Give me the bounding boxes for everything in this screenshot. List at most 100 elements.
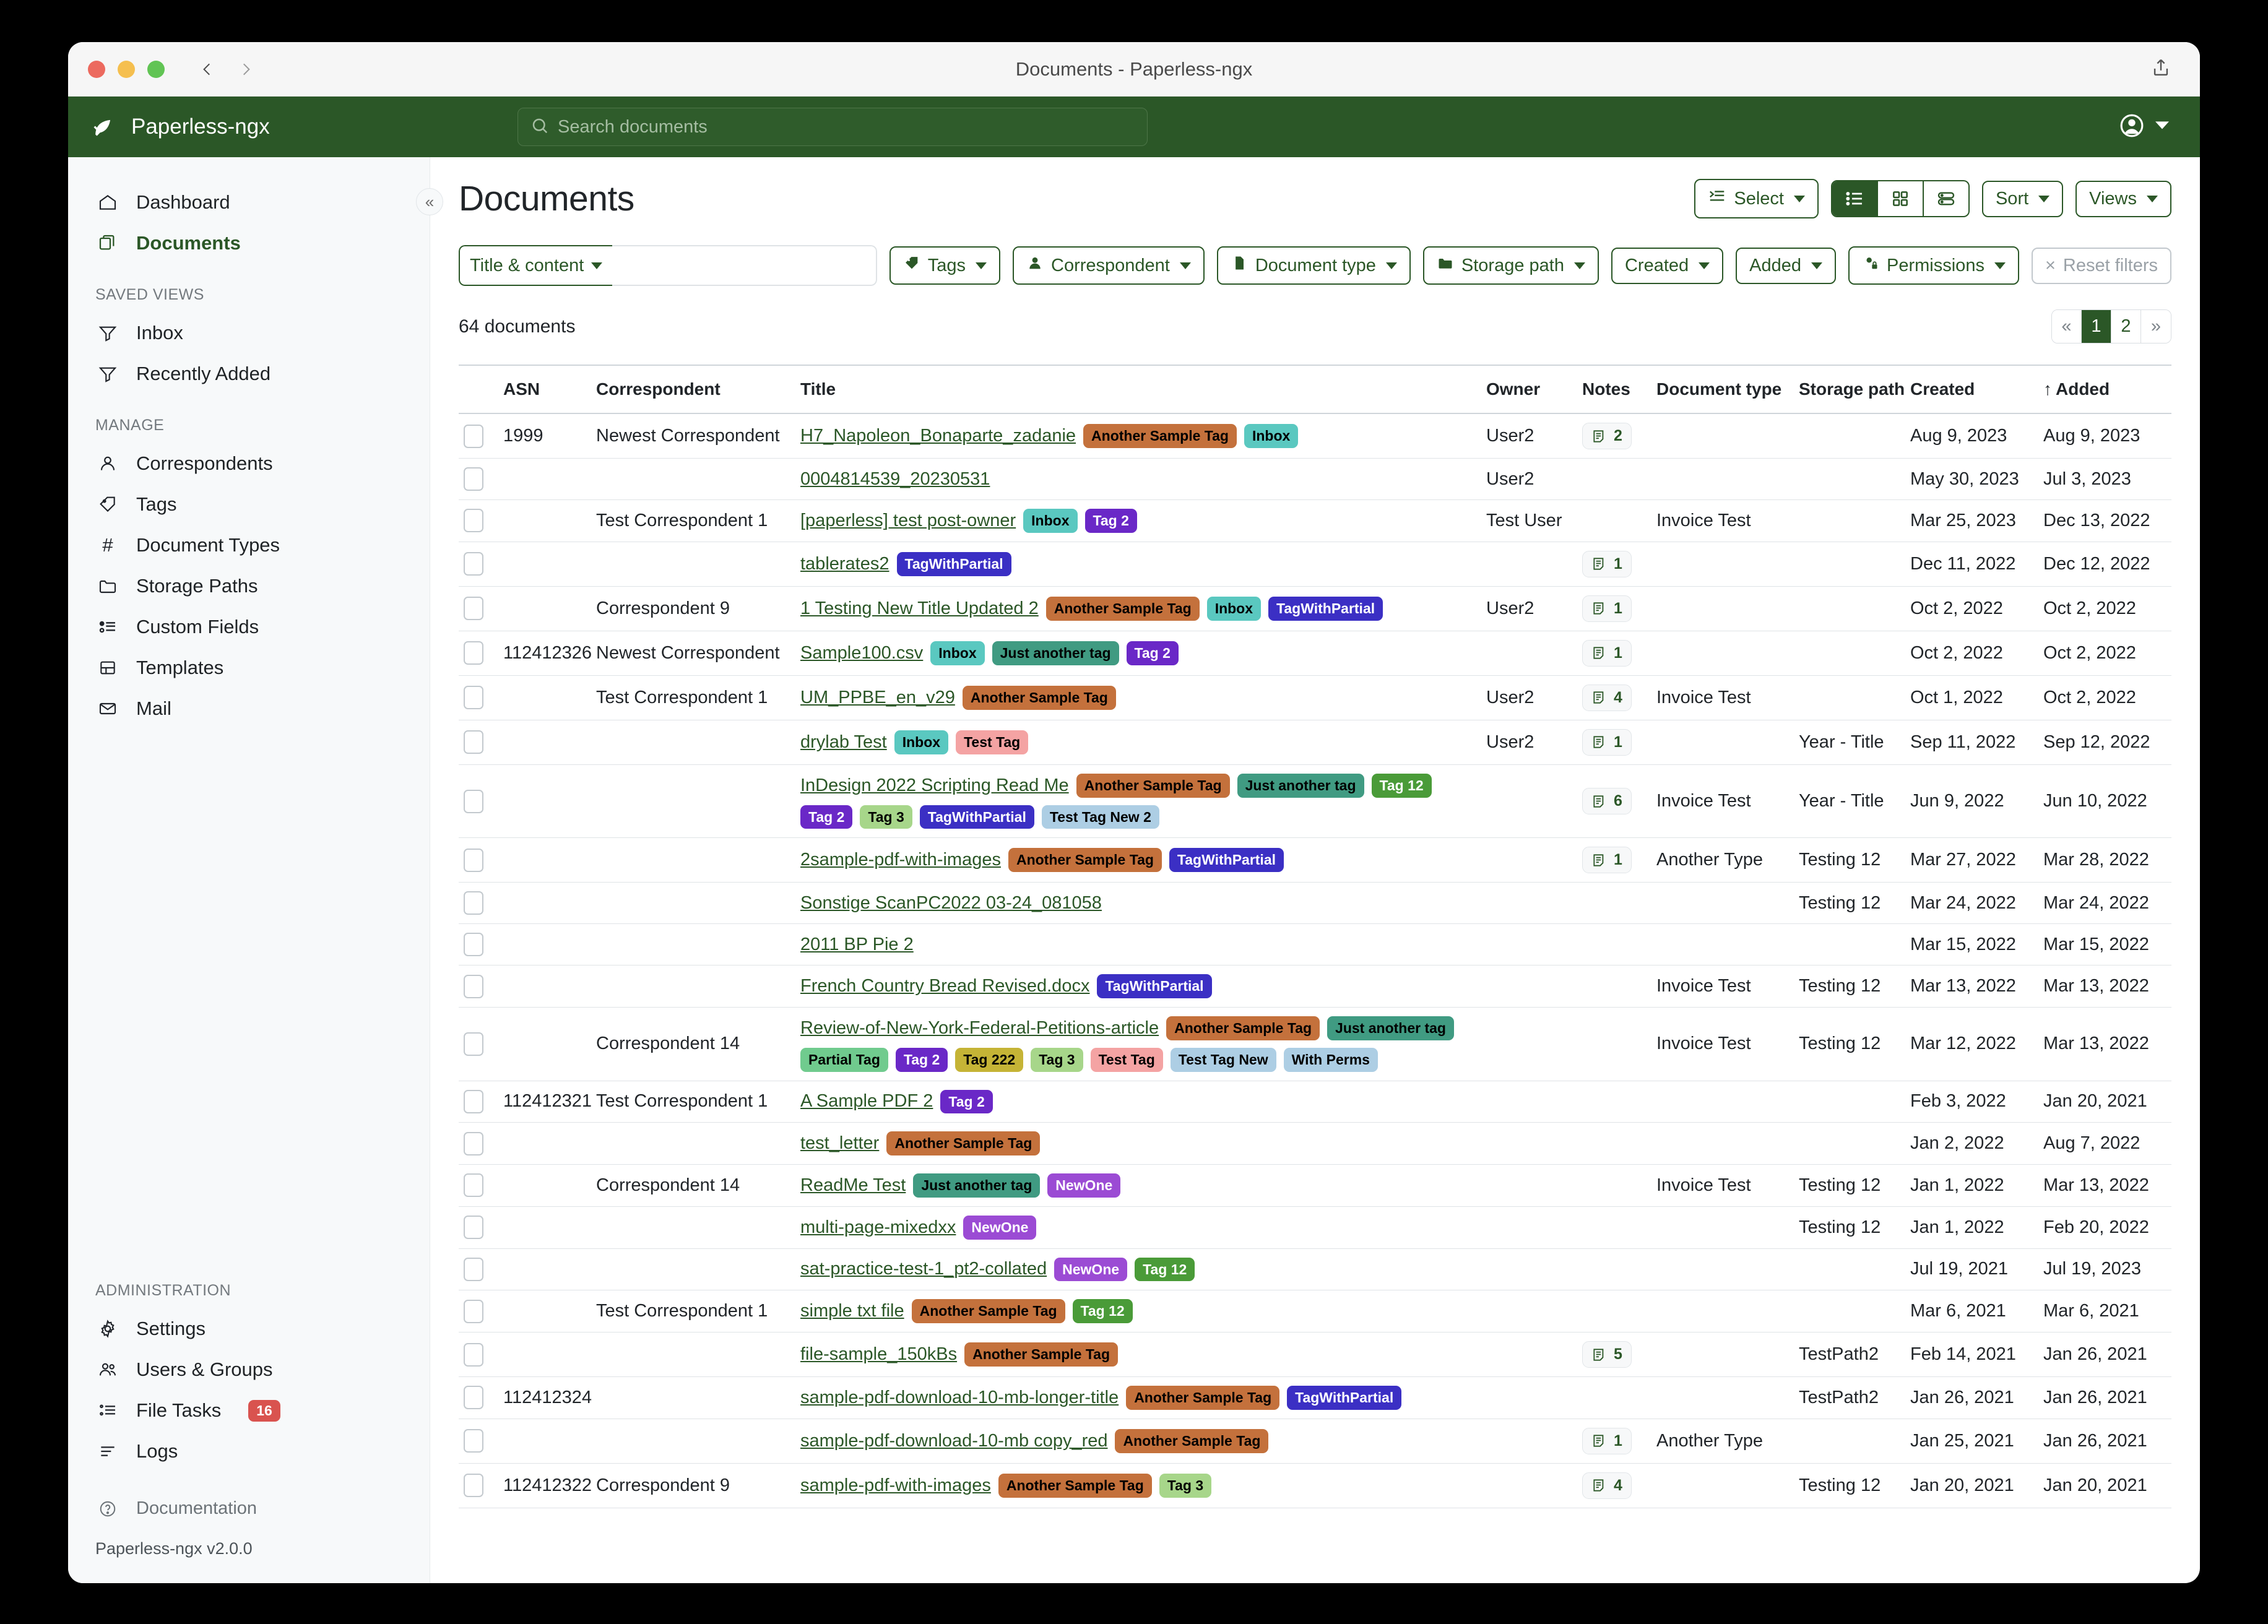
filter-storage-path-button[interactable]: Storage path (1422, 246, 1599, 285)
tag-badge[interactable]: Just another tag (992, 641, 1119, 665)
tag-badge[interactable]: Tag 2 (1126, 641, 1179, 665)
tag-badge[interactable]: Just another tag (1327, 1016, 1454, 1040)
notes-pill[interactable]: 4 (1582, 1472, 1632, 1499)
tag-badge[interactable]: Test Tag (1090, 1047, 1163, 1072)
row-checkbox-cell[interactable] (459, 923, 498, 966)
table-row[interactable]: Sonstige ScanPC2022 03-24_081058 Testing … (459, 882, 2171, 925)
document-title-link[interactable]: InDesign 2022 Scripting Read Me (800, 775, 1069, 795)
sidebar-item-inbox[interactable]: Inbox (68, 313, 430, 353)
table-row[interactable]: Correspondent 14 Review-of-New-York-Feder… (459, 1007, 2171, 1081)
sidebar-item-mail[interactable]: Mail (68, 688, 430, 729)
row-checkbox-cell[interactable] (459, 586, 498, 631)
document-title-link[interactable]: A Sample PDF 2 (800, 1091, 933, 1112)
notes-pill[interactable]: 1 (1582, 728, 1632, 756)
row-checkbox[interactable] (464, 1257, 483, 1281)
pagination-page-2[interactable]: 2 (2111, 310, 2141, 343)
tag-badge[interactable]: Another Sample Tag (1115, 1428, 1269, 1453)
row-checkbox[interactable] (464, 467, 483, 491)
app-brand[interactable]: Paperless-ngx (90, 112, 412, 142)
column-header-title[interactable]: Title (795, 365, 1481, 414)
row-checkbox[interactable] (464, 848, 483, 872)
tag-badge[interactable]: Tag 3 (1031, 1047, 1083, 1072)
row-checkbox[interactable] (464, 424, 483, 448)
document-title-link[interactable]: ReadMe Test (800, 1175, 906, 1195)
document-title-link[interactable]: Review-of-New-York-Federal-Petitions-art… (800, 1017, 1159, 1038)
document-title-link[interactable]: 1 Testing New Title Updated 2 (800, 598, 1039, 618)
views-button[interactable]: Views (2075, 180, 2171, 217)
row-checkbox-cell[interactable] (459, 965, 498, 1008)
table-row[interactable]: tablerates2 TagWithPartial 1 Dec 11, 2022 De… (459, 542, 2171, 587)
tag-badge[interactable]: NewOne (1054, 1257, 1128, 1282)
document-title-link[interactable]: simple txt file (800, 1301, 904, 1321)
detail-view-button[interactable] (1924, 181, 1968, 216)
tag-badge[interactable]: Test Tag (956, 730, 1029, 754)
tag-badge[interactable]: Inbox (894, 730, 949, 754)
filter-added-button[interactable]: Added (1736, 247, 1837, 284)
document-title-link[interactable]: file-sample_150kBs (800, 1344, 958, 1364)
row-checkbox-cell[interactable] (459, 1248, 498, 1291)
sidebar-item-dashboard[interactable]: Dashboard (68, 182, 430, 223)
tag-badge[interactable]: Inbox (1023, 509, 1078, 533)
tag-badge[interactable]: Partial Tag (800, 1047, 888, 1072)
document-title-link[interactable]: 2sample-pdf-with-images (800, 850, 1001, 870)
row-checkbox[interactable] (464, 1032, 483, 1056)
row-checkbox[interactable] (464, 552, 483, 576)
tag-badge[interactable]: TagWithPartial (896, 551, 1011, 576)
reset-filters-button[interactable]: × Reset filters (2031, 247, 2171, 284)
filter-document-type-button[interactable]: Document type (1216, 246, 1411, 285)
document-title-link[interactable]: drylab Test (800, 732, 887, 752)
table-row[interactable]: 112412322 Correspondent 9 sample-pdf-with-… (459, 1463, 2171, 1508)
tag-badge[interactable]: Another Sample Tag (1045, 596, 1200, 621)
notes-pill[interactable]: 6 (1582, 788, 1632, 814)
tag-badge[interactable]: Just another tag (1237, 773, 1364, 798)
table-row[interactable]: sat-practice-test-1_pt2-collated NewOne Ta… (459, 1248, 2171, 1291)
row-checkbox[interactable] (464, 641, 483, 665)
select-button[interactable]: Select (1694, 179, 1819, 218)
filter-tags-button[interactable]: Tags (889, 246, 1001, 285)
tag-badge[interactable]: Another Sample Tag (911, 1299, 1065, 1323)
document-title-link[interactable]: sample-pdf-download-10-mb copy_red (800, 1430, 1108, 1451)
row-checkbox-cell[interactable] (459, 1164, 498, 1207)
row-checkbox-cell[interactable] (459, 1007, 498, 1081)
notes-pill[interactable]: 1 (1582, 639, 1632, 667)
notes-pill[interactable]: 1 (1582, 847, 1632, 874)
sidebar-item-correspondents[interactable]: Correspondents (68, 443, 430, 484)
row-checkbox[interactable] (464, 1342, 483, 1367)
notes-pill[interactable]: 2 (1582, 423, 1632, 449)
sidebar-item-file-tasks[interactable]: File Tasks 16 (68, 1390, 430, 1431)
document-title-link[interactable]: H7_Napoleon_Bonaparte_zadanie (800, 426, 1076, 446)
tag-badge[interactable]: TagWithPartial (1169, 848, 1284, 873)
tag-badge[interactable]: TagWithPartial (1268, 596, 1383, 621)
row-checkbox[interactable] (464, 730, 483, 754)
row-checkbox-cell[interactable] (459, 720, 498, 765)
tag-badge[interactable]: TagWithPartial (1287, 1386, 1402, 1410)
document-title-link[interactable]: test_letter (800, 1133, 880, 1154)
sidebar-item-logs[interactable]: Logs (68, 1431, 430, 1472)
row-checkbox[interactable] (464, 1131, 483, 1155)
document-title-link[interactable]: 0004814539_20230531 (800, 469, 990, 489)
document-title-link[interactable]: UM_PPBE_en_v29 (800, 687, 955, 707)
forward-icon[interactable] (238, 58, 254, 80)
maximize-window-button[interactable] (147, 60, 165, 78)
document-title-link[interactable]: sample-pdf-download-10-mb-longer-title (800, 1387, 1119, 1407)
row-checkbox[interactable] (464, 1386, 483, 1410)
list-view-button[interactable] (1832, 181, 1878, 216)
tag-badge[interactable]: Inbox (1244, 424, 1299, 448)
tag-badge[interactable]: Another Sample Tag (962, 685, 1116, 710)
document-title-link[interactable]: 2011 BP Pie 2 (800, 934, 914, 954)
tag-badge[interactable]: NewOne (963, 1215, 1037, 1240)
row-checkbox-cell[interactable] (459, 837, 498, 883)
table-row[interactable]: test_letter Another Sample Tag Jan 2, 2022… (459, 1122, 2171, 1165)
row-checkbox[interactable] (464, 686, 483, 710)
tag-badge[interactable]: Another Sample Tag (998, 1473, 1152, 1498)
tag-badge[interactable]: With Perms (1283, 1047, 1378, 1072)
title-content-input[interactable] (612, 245, 877, 286)
column-header-notes[interactable]: Notes (1577, 365, 1651, 414)
tag-badge[interactable]: Test Tag New 2 (1041, 805, 1159, 829)
pagination-page-1[interactable]: 1 (2082, 310, 2111, 343)
filter-permissions-button[interactable]: Permissions (1848, 246, 2019, 285)
sort-button[interactable]: Sort (1981, 180, 2064, 217)
tag-badge[interactable]: TagWithPartial (919, 805, 1034, 829)
tag-badge[interactable]: Tag 3 (1159, 1473, 1212, 1498)
row-checkbox-cell[interactable] (459, 1206, 498, 1249)
